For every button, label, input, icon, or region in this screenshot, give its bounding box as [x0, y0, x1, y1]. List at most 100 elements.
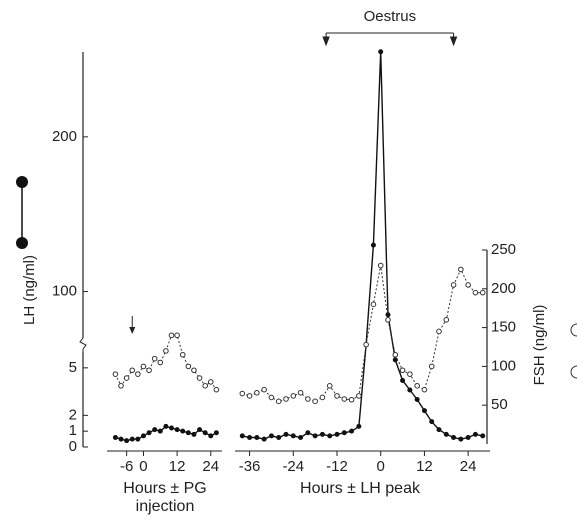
data-point	[254, 435, 260, 440]
data-point	[341, 396, 348, 402]
data-point	[283, 431, 289, 437]
y-axis-label: LH (ng/ml)	[21, 255, 38, 325]
data-point	[305, 430, 311, 436]
data-point	[385, 317, 391, 323]
data-point	[112, 435, 118, 440]
data-point	[168, 332, 175, 339]
data-point	[129, 367, 136, 374]
data-point	[392, 351, 399, 358]
data-point	[135, 371, 141, 377]
data-point	[348, 396, 355, 403]
data-point	[290, 393, 297, 399]
series-line	[242, 51, 483, 440]
data-point	[247, 435, 253, 440]
data-point	[275, 398, 282, 405]
data-point	[180, 428, 186, 434]
data-point	[326, 383, 333, 389]
series-line	[114, 334, 217, 390]
data-point	[268, 433, 274, 439]
x-tick-label: 24	[202, 458, 219, 475]
data-point	[213, 386, 220, 393]
data-point	[202, 383, 208, 389]
data-point	[174, 332, 180, 339]
data-point	[163, 348, 169, 354]
data-point	[319, 394, 326, 401]
oestrus-arrow	[322, 33, 330, 47]
data-point	[191, 367, 197, 374]
data-point	[197, 427, 203, 433]
data-point	[480, 433, 486, 439]
data-point	[436, 328, 442, 335]
legend-marker	[570, 365, 577, 379]
data-point	[378, 49, 384, 55]
data-point	[157, 428, 163, 434]
data-point	[356, 393, 362, 399]
data-point	[118, 436, 124, 442]
data-point	[370, 301, 377, 308]
data-point	[334, 393, 340, 399]
data-point	[377, 262, 384, 269]
y2-tick-label: 250	[491, 241, 516, 258]
data-point	[283, 396, 289, 402]
data-point	[399, 367, 406, 374]
data-point	[436, 427, 442, 433]
data-point	[407, 371, 413, 377]
data-point	[458, 436, 464, 442]
data-point	[312, 398, 318, 405]
data-point	[356, 423, 362, 429]
data-point	[290, 433, 296, 439]
data-point	[261, 386, 267, 393]
x-tick-label: -12	[326, 458, 348, 475]
data-point	[123, 375, 130, 381]
data-point	[465, 435, 471, 440]
data-point	[465, 282, 471, 288]
data-point	[129, 436, 135, 442]
data-point	[276, 435, 282, 440]
data-point	[421, 386, 428, 393]
data-point	[151, 355, 158, 362]
data-point	[472, 431, 478, 437]
data-point	[163, 423, 169, 429]
data-point	[305, 396, 311, 402]
y-tick-label: 1	[69, 422, 77, 439]
data-point	[400, 378, 406, 383]
data-point	[297, 389, 304, 396]
y-tick-label: 0	[69, 438, 77, 455]
legend-marker	[570, 323, 577, 337]
y-tick-label: 5	[69, 359, 77, 376]
data-point	[421, 408, 427, 414]
data-point	[202, 430, 208, 436]
data-point	[179, 351, 186, 358]
data-point	[174, 427, 180, 433]
data-point	[414, 397, 420, 402]
y2-tick-label: 150	[491, 319, 516, 336]
y-tick-label: 200	[52, 128, 77, 145]
data-point	[261, 436, 267, 442]
data-point	[146, 367, 152, 374]
data-point	[239, 433, 245, 439]
data-point	[152, 427, 158, 433]
data-point	[213, 430, 219, 436]
oestrus-arrow	[449, 33, 458, 47]
data-point	[140, 363, 147, 370]
data-point	[458, 266, 464, 273]
x-tick-label: -24	[282, 458, 304, 475]
data-point	[196, 375, 203, 381]
data-point	[169, 425, 175, 431]
legend-symbol	[16, 176, 577, 379]
y-tick-label: 2	[69, 406, 77, 423]
data-point	[146, 430, 152, 436]
y2-tick-label: 200	[491, 280, 516, 297]
data-point	[341, 430, 347, 436]
x-tick-label: 0	[139, 458, 147, 475]
data-point	[443, 317, 450, 323]
data-point	[208, 433, 214, 439]
data-point	[479, 289, 486, 296]
x-tick-label: -36	[239, 458, 261, 475]
axis-break	[79, 337, 87, 352]
data-point	[349, 428, 355, 434]
data-point	[239, 390, 246, 397]
data-point	[451, 435, 457, 440]
data-point	[185, 363, 192, 370]
data-point	[407, 387, 413, 393]
